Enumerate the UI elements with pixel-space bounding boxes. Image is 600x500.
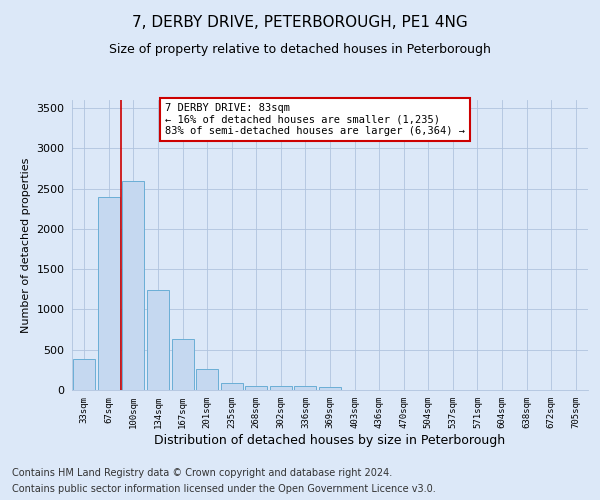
Y-axis label: Number of detached properties: Number of detached properties (20, 158, 31, 332)
Bar (98, 196, 120, 390)
Bar (221, 383, 243, 390)
Bar (319, 387, 341, 390)
Bar (172, 339, 194, 390)
Bar (196, 370, 218, 390)
Bar (270, 386, 292, 390)
Bar (122, 180, 145, 390)
Text: 7 DERBY DRIVE: 83sqm
← 16% of detached houses are smaller (1,235)
83% of semi-de: 7 DERBY DRIVE: 83sqm ← 16% of detached h… (165, 103, 465, 136)
X-axis label: Distribution of detached houses by size in Peterborough: Distribution of detached houses by size … (154, 434, 506, 447)
Text: 7, DERBY DRIVE, PETERBOROUGH, PE1 4NG: 7, DERBY DRIVE, PETERBOROUGH, PE1 4NG (132, 15, 468, 30)
Bar (73, 358, 95, 390)
Text: Contains public sector information licensed under the Open Government Licence v3: Contains public sector information licen… (12, 484, 436, 494)
Text: Size of property relative to detached houses in Peterborough: Size of property relative to detached ho… (109, 42, 491, 56)
Bar (295, 386, 316, 390)
Bar (245, 386, 268, 390)
Bar (147, 290, 169, 390)
Text: Contains HM Land Registry data © Crown copyright and database right 2024.: Contains HM Land Registry data © Crown c… (12, 468, 392, 477)
